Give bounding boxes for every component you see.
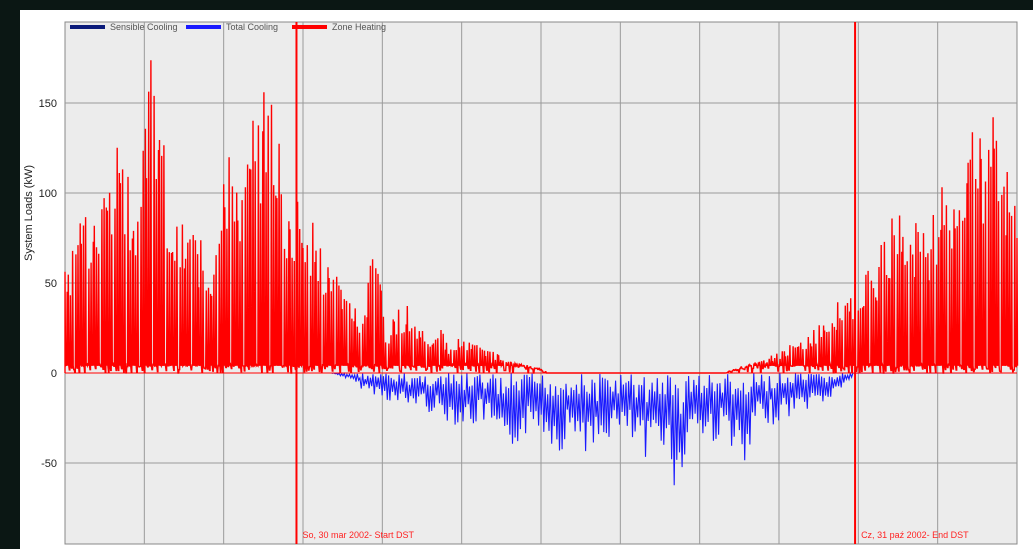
y-tick-label: 50	[45, 278, 57, 290]
legend-label-1: Sensible Cooling	[110, 22, 178, 32]
y-tick-label: 150	[39, 98, 57, 110]
legend-swatch-3	[292, 25, 327, 29]
legend-swatch-1	[70, 25, 105, 29]
legend-swatch-2	[186, 25, 221, 29]
y-axis-label: System Loads (kW)	[23, 165, 35, 261]
load-chart: -50 0 50 100 150 System Loads (kW) Sensible …	[23, 21, 1019, 545]
y-tick-label: -50	[41, 458, 57, 470]
dst-label-1: So, 30 mar 2002- Start DST	[302, 530, 414, 540]
y-tick-label: 0	[51, 368, 57, 380]
series-layer	[64, 60, 1019, 486]
chart-frame: -50 0 50 100 150 System Loads (kW) Sensible …	[20, 10, 1033, 549]
legend-label-3: Zone Heating	[332, 22, 386, 32]
legend: Sensible Cooling Total Cooling Zone Heatin…	[70, 22, 386, 32]
legend-label-2: Total Cooling	[226, 22, 278, 32]
y-tick-label: 100	[39, 188, 57, 200]
dst-markers: So, 30 mar 2002- Start DST Cz, 31 paź 200…	[295, 22, 969, 544]
y-tick-labels: -50 0 50 100 150	[39, 98, 57, 470]
total-cooling-series	[65, 371, 1018, 486]
dst-label-2: Cz, 31 paź 2002- End DST	[861, 530, 969, 540]
zone-heating-series	[64, 60, 1019, 374]
